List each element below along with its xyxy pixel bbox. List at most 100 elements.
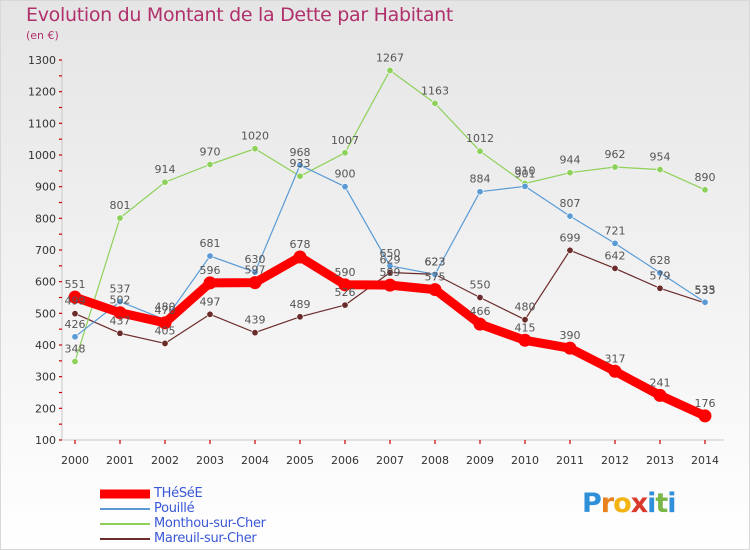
legend-label: Monthou-sur-Cher <box>154 516 266 531</box>
data-label-th-s-e: 470 <box>155 304 176 317</box>
legend-label: THéSéE <box>154 486 203 501</box>
data-label-pouill-: 623 <box>425 255 446 268</box>
data-point-th-s-e <box>293 250 307 264</box>
data-label-mareuil-sur-cher: 623 <box>425 255 446 268</box>
data-label-th-s-e: 597 <box>245 264 266 277</box>
y-tick-label: 1200 <box>28 86 56 99</box>
data-label-pouill-: 426 <box>65 318 86 331</box>
data-label-th-s-e: 678 <box>290 238 311 251</box>
data-point-th-s-e <box>608 364 622 378</box>
legend-label: Mareuil-sur-Cher <box>154 531 257 546</box>
data-point-pouill- <box>701 298 709 306</box>
y-tick-label: 700 <box>35 244 56 257</box>
chart-axes: 100 200 300 400 500 600 700 800 900 1000 1100 1200 1… <box>28 54 724 467</box>
data-point-pouill- <box>656 269 664 277</box>
data-label-pouill-: 480 <box>155 301 176 314</box>
data-label-mareuil-sur-cher: 480 <box>515 301 536 314</box>
x-tick-label: 2005 <box>286 454 314 467</box>
data-label-th-s-e: 590 <box>335 266 356 279</box>
data-label-monthou-sur-cher: 348 <box>65 342 86 355</box>
y-tick-label: 200 <box>35 402 56 415</box>
x-tick-label: 2009 <box>466 454 494 467</box>
chart-legend: THéSéE Pouillé Monthou-sur-Cher Mareuil-sur… <box>100 486 360 546</box>
legend-swatch <box>100 537 150 540</box>
data-point-th-s-e <box>563 341 577 355</box>
data-point-pouill- <box>566 212 574 220</box>
logo-letter: r <box>600 488 614 519</box>
data-point-monthou-sur-cher <box>251 145 259 153</box>
data-label-pouill-: 630 <box>245 253 266 266</box>
chart-data-labels: 499 437 405 497 439 489 526 629 623 550 480 699 642 5… <box>65 51 716 409</box>
data-label-monthou-sur-cher: 890 <box>695 171 716 184</box>
data-point-mareuil-sur-cher <box>521 316 529 324</box>
data-point-monthou-sur-cher <box>566 169 574 177</box>
data-point-pouill- <box>116 298 124 306</box>
y-tick-label: 1000 <box>28 149 56 162</box>
data-point-th-s-e <box>428 283 442 297</box>
data-label-th-s-e: 596 <box>200 264 221 277</box>
data-label-pouill-: 807 <box>560 197 581 210</box>
legend-item-monthou-sur-cher: Monthou-sur-Cher <box>100 516 360 531</box>
data-label-th-s-e: 176 <box>695 397 716 410</box>
data-point-th-s-e <box>698 409 712 423</box>
data-point-pouill- <box>341 183 349 191</box>
data-point-monthou-sur-cher <box>161 178 169 186</box>
data-label-monthou-sur-cher: 933 <box>290 157 311 170</box>
data-point-th-s-e <box>248 276 262 290</box>
data-point-th-s-e <box>338 278 352 292</box>
legend-swatch <box>100 489 150 498</box>
data-label-mareuil-sur-cher: 579 <box>650 269 671 282</box>
data-point-pouill- <box>206 252 214 260</box>
legend-item-mareuil-sur-cher: Mareuil-sur-Cher <box>100 531 360 546</box>
data-point-monthou-sur-cher <box>296 172 304 180</box>
x-tick-label: 2003 <box>196 454 224 467</box>
data-point-mareuil-sur-cher <box>71 310 79 318</box>
data-label-pouill-: 901 <box>515 167 536 180</box>
logo-letter: i <box>667 488 676 519</box>
data-label-mareuil-sur-cher: 439 <box>245 314 266 327</box>
data-point-monthou-sur-cher <box>701 186 709 194</box>
data-point-th-s-e <box>653 388 667 402</box>
x-tick-label: 2007 <box>376 454 404 467</box>
data-label-pouill-: 681 <box>200 237 221 250</box>
data-point-th-s-e <box>158 316 172 330</box>
data-point-mareuil-sur-cher <box>161 339 169 347</box>
data-point-mareuil-sur-cher <box>116 329 124 337</box>
data-point-monthou-sur-cher <box>386 66 394 74</box>
x-tick-label: 2011 <box>556 454 584 467</box>
data-label-mareuil-sur-cher: 437 <box>110 314 131 327</box>
data-point-th-s-e <box>518 333 532 347</box>
data-label-monthou-sur-cher: 1163 <box>421 84 449 97</box>
data-label-th-s-e: 551 <box>65 278 86 291</box>
data-point-monthou-sur-cher <box>656 166 664 174</box>
x-tick-label: 2008 <box>421 454 449 467</box>
data-label-mareuil-sur-cher: 642 <box>605 249 626 262</box>
y-tick-label: 900 <box>35 181 56 194</box>
data-point-monthou-sur-cher <box>116 214 124 222</box>
y-tick-label: 400 <box>35 339 56 352</box>
x-tick-label: 2010 <box>511 454 539 467</box>
data-label-pouill-: 535 <box>695 283 716 296</box>
data-label-monthou-sur-cher: 914 <box>155 163 176 176</box>
data-label-mareuil-sur-cher: 699 <box>560 231 581 244</box>
y-tick-label: 500 <box>35 307 56 320</box>
data-point-pouill- <box>71 333 79 341</box>
data-label-th-s-e: 466 <box>470 305 491 318</box>
legend-swatch <box>100 522 150 525</box>
data-point-monthou-sur-cher <box>611 163 619 171</box>
data-point-monthou-sur-cher <box>476 147 484 155</box>
data-point-mareuil-sur-cher <box>476 293 484 301</box>
data-point-th-s-e <box>68 290 82 304</box>
data-label-pouill-: 884 <box>470 173 491 186</box>
data-point-th-s-e <box>203 276 217 290</box>
data-point-th-s-e <box>473 317 487 331</box>
data-label-pouill-: 628 <box>650 254 671 267</box>
data-label-pouill-: 650 <box>380 247 401 260</box>
data-point-th-s-e <box>113 306 127 320</box>
data-label-th-s-e: 390 <box>560 329 581 342</box>
data-point-pouill- <box>296 161 304 169</box>
data-label-monthou-sur-cher: 801 <box>110 199 131 212</box>
chart-unit-label: (en €) <box>26 29 59 42</box>
logo-letter: P <box>582 488 602 519</box>
